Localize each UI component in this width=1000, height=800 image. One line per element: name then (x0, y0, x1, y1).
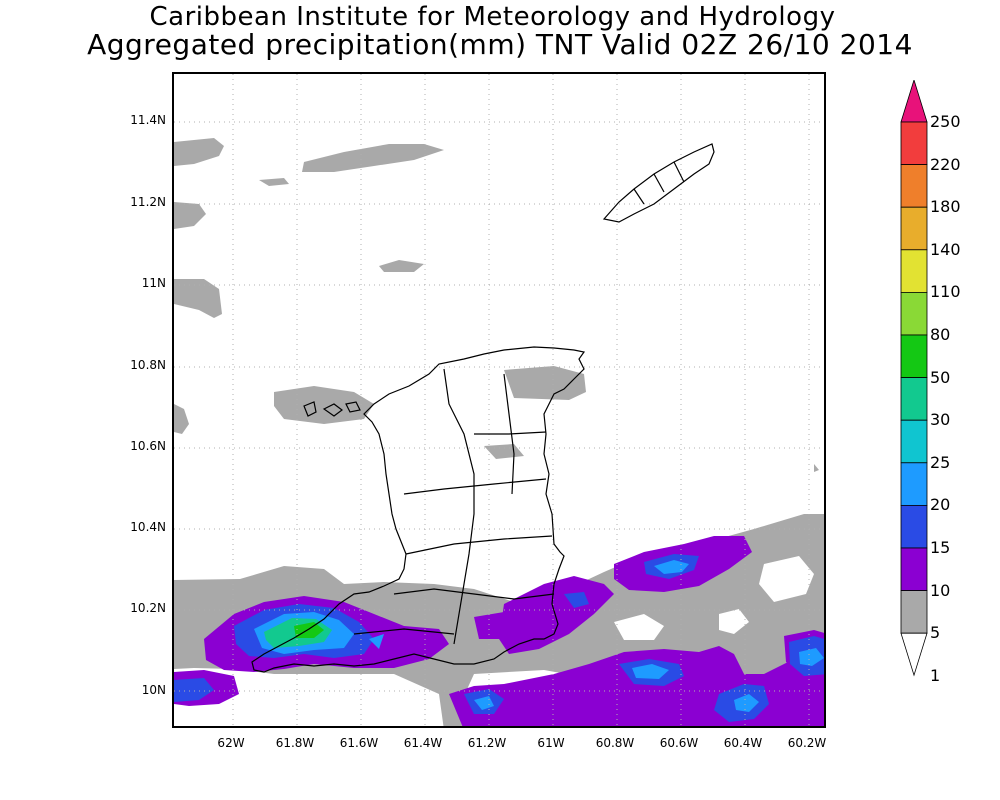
lat-label-10-8: 10.8N (130, 358, 166, 372)
colorbar-label: 80 (930, 325, 951, 344)
colorbar-label: 250 (930, 112, 961, 131)
lat-label-10-6: 10.6N (130, 439, 166, 453)
colorbar-bottom-triangle (900, 632, 928, 677)
colorbar-label: 1 (930, 665, 941, 685)
lat-label-10: 10N (141, 683, 166, 697)
lon-label-62w: 62W (217, 736, 245, 750)
title-product: Aggregated precipitation(mm) TNT Valid 0… (87, 28, 913, 61)
colorbar-label: 20 (930, 495, 951, 515)
precipitation-map (172, 72, 826, 728)
colorbar-label: 140 (930, 239, 961, 259)
colorbar-box (900, 164, 928, 208)
colorbar-box (900, 121, 928, 165)
lon-label-60-2w: 60.2W (787, 736, 827, 750)
colorbar-top-triangle (900, 80, 928, 123)
colorbar-label: 25 (930, 452, 951, 472)
colorbar (900, 80, 928, 677)
colorbar-box (900, 334, 928, 378)
lon-label-61-2w: 61.2W (467, 736, 507, 750)
chacachacare-islands (303, 401, 361, 417)
lat-label-11-4: 11.4N (130, 113, 166, 127)
colorbar-box (900, 504, 928, 549)
lat-label-11-2: 11.2N (130, 195, 166, 209)
lat-label-11: 11N (141, 276, 166, 290)
lat-lon-grid (174, 74, 824, 726)
colorbar-label: 15 (930, 538, 951, 557)
colorbar-label: 5 (930, 623, 941, 643)
lon-label-61-6w: 61.6W (339, 736, 379, 750)
lon-label-60-6w: 60.6W (659, 736, 699, 750)
colorbar-boxes (900, 80, 928, 677)
colorbar-box (900, 462, 928, 506)
colorbar-box (900, 419, 928, 464)
colorbar-box (900, 206, 928, 251)
colorbar-label: 10 (930, 580, 951, 600)
lon-label-61-8w: 61.8W (275, 736, 315, 750)
colorbar-box (900, 249, 928, 293)
colorbar-box (900, 291, 928, 336)
lon-label-61-4w: 61.4W (403, 736, 443, 750)
colorbar-label: 110 (930, 282, 961, 302)
colorbar-label: 220 (930, 154, 961, 174)
colorbar-label: 180 (930, 197, 961, 217)
colorbar-label: 50 (930, 367, 951, 387)
lon-label-61w: 61W (537, 736, 565, 750)
lat-label-10-2: 10.2N (130, 601, 166, 615)
colorbar-box (900, 590, 928, 634)
colorbar-box (900, 377, 928, 421)
colorbar-box (900, 547, 928, 591)
map-canvas (174, 74, 824, 726)
title-institute: Caribbean Institute for Meteorology and … (149, 2, 836, 32)
trinidad-coastline (251, 346, 586, 673)
colorbar-label: 30 (930, 410, 951, 430)
lon-label-60-4w: 60.4W (723, 736, 763, 750)
lat-label-10-4: 10.4N (130, 520, 166, 534)
lon-label-60-8w: 60.8W (595, 736, 635, 750)
tobago-coastline (602, 143, 715, 223)
